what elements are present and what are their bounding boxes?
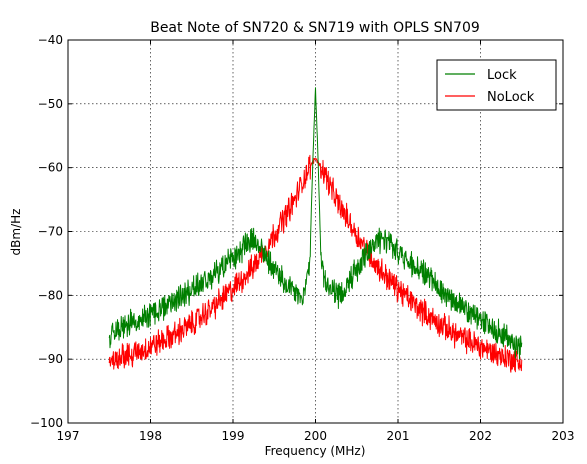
series-lines [108, 87, 523, 373]
legend-box [436, 59, 557, 111]
x-tick-label: 199 [222, 429, 245, 443]
x-tick-label: 200 [304, 429, 327, 443]
legend-label-nolock: NoLock [487, 90, 535, 105]
chart-title: Beat Note of SN720 & SN719 with OPLS SN7… [150, 20, 480, 36]
legend-label-lock: Lock [487, 68, 517, 83]
y-tick-label: −40 [38, 33, 63, 47]
x-tick-label: 198 [139, 429, 162, 443]
x-tick-label: 201 [387, 429, 410, 443]
x-tick-label: 197 [57, 429, 80, 443]
y-tick-label: −100 [30, 416, 63, 430]
x-axis-label: Frequency (MHz) [265, 444, 366, 458]
y-tick-label: −80 [38, 288, 63, 302]
y-tick-label: −60 [38, 161, 63, 175]
series-line-lock [108, 87, 523, 360]
x-tick-label: 203 [552, 429, 575, 443]
y-axis-label: dBm/Hz [9, 209, 23, 256]
series-line-nolock [108, 154, 523, 373]
y-tick-label: −70 [38, 225, 63, 239]
y-tick-label: −90 [38, 352, 63, 366]
x-tick-label: 202 [469, 429, 492, 443]
y-tick-label: −50 [38, 97, 63, 111]
legend: Lock NoLock [436, 59, 557, 111]
axis-ticks: 197 198 199 200 201 202 203 −100 −90 −80 −70 −60 −50… [30, 33, 574, 443]
